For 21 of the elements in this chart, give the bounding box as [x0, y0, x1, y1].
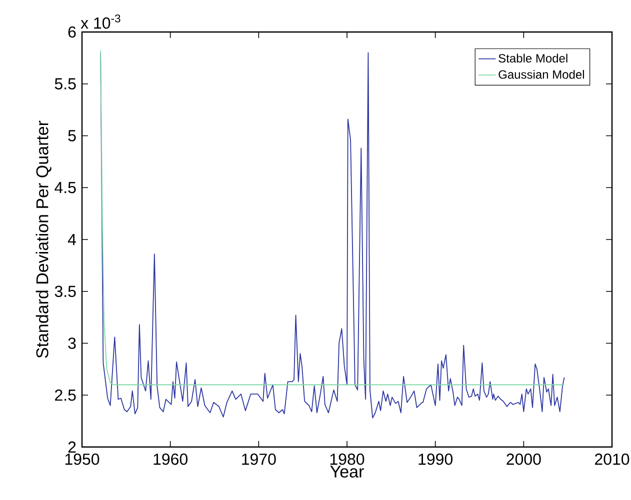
x-tick-label: 1960 — [154, 454, 188, 465]
y-tick-label: 4 — [68, 234, 76, 245]
x-tick-label: 1970 — [242, 454, 276, 465]
y-tick-label: 5 — [68, 130, 76, 142]
x-axis-title: Year — [330, 466, 364, 478]
y-tick-label: 2.5 — [55, 389, 76, 401]
y-tick-label: 5.5 — [54, 78, 76, 90]
x-tick-label: 2000 — [506, 454, 541, 465]
legend-label: Stable Model — [498, 54, 568, 63]
y-tick-label: 3.5 — [54, 286, 76, 298]
y-tick-label: 6 — [68, 26, 76, 38]
x-tick-label: 1950 — [65, 454, 100, 465]
x-tick-label: 2010 — [595, 454, 630, 465]
x-tick-label: 1990 — [418, 454, 452, 465]
y-tick-label: 3 — [68, 338, 76, 349]
y-tick-label: 2 — [68, 441, 76, 453]
legend-label: Gaussian Model — [498, 70, 584, 79]
y-axis-title: Standard Deviation Per Quarter — [36, 120, 52, 358]
text: x 10$^{-3}$ — [80, 14, 120, 29]
x-tick-label: 1980 — [330, 454, 364, 465]
y-tick-label: 4.5 — [54, 182, 76, 194]
